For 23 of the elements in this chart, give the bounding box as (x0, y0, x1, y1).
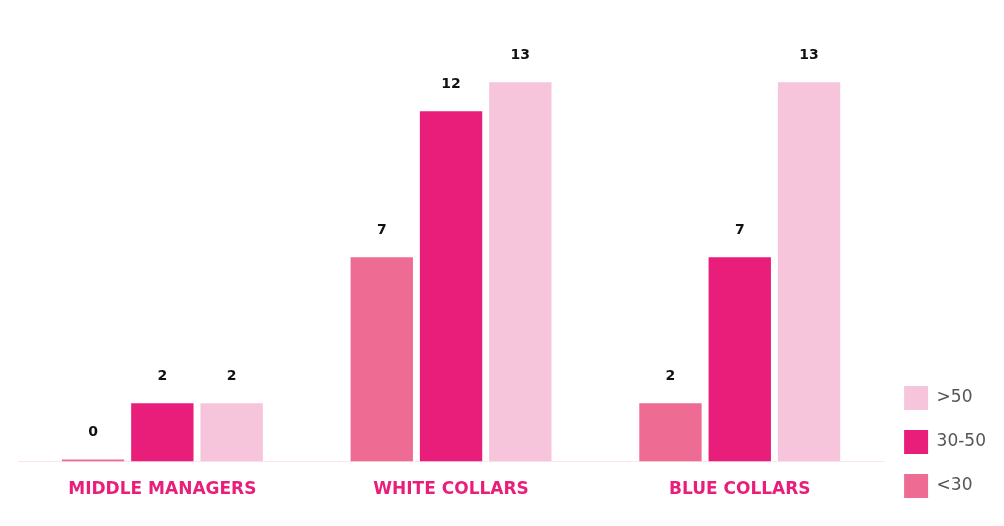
data-label: 2 (665, 366, 676, 383)
bar (419, 111, 483, 462)
bar (131, 403, 194, 462)
bar (777, 82, 841, 462)
data-label: 7 (376, 220, 387, 237)
bar (708, 257, 771, 462)
data-label: 0 (88, 423, 99, 440)
data-label: 7 (734, 220, 745, 237)
bar (639, 403, 702, 462)
data-label: 2 (226, 366, 237, 383)
data-label: 12 (441, 75, 461, 92)
bar (489, 82, 552, 462)
data-label: 2 (157, 366, 168, 383)
bar (200, 403, 263, 462)
x-tick-label: WHITE COLLARS (373, 478, 529, 499)
data-label: 13 (799, 45, 819, 62)
bar (350, 257, 413, 462)
x-tick-label: MIDDLE MANAGERS (68, 478, 257, 499)
legend-label: >50 (936, 386, 973, 407)
legend-label: 30-50 (936, 430, 987, 451)
data-label: 13 (510, 45, 531, 62)
x-tick-label: BLUE COLLARS (668, 478, 811, 499)
legend-label: <30 (936, 474, 973, 495)
